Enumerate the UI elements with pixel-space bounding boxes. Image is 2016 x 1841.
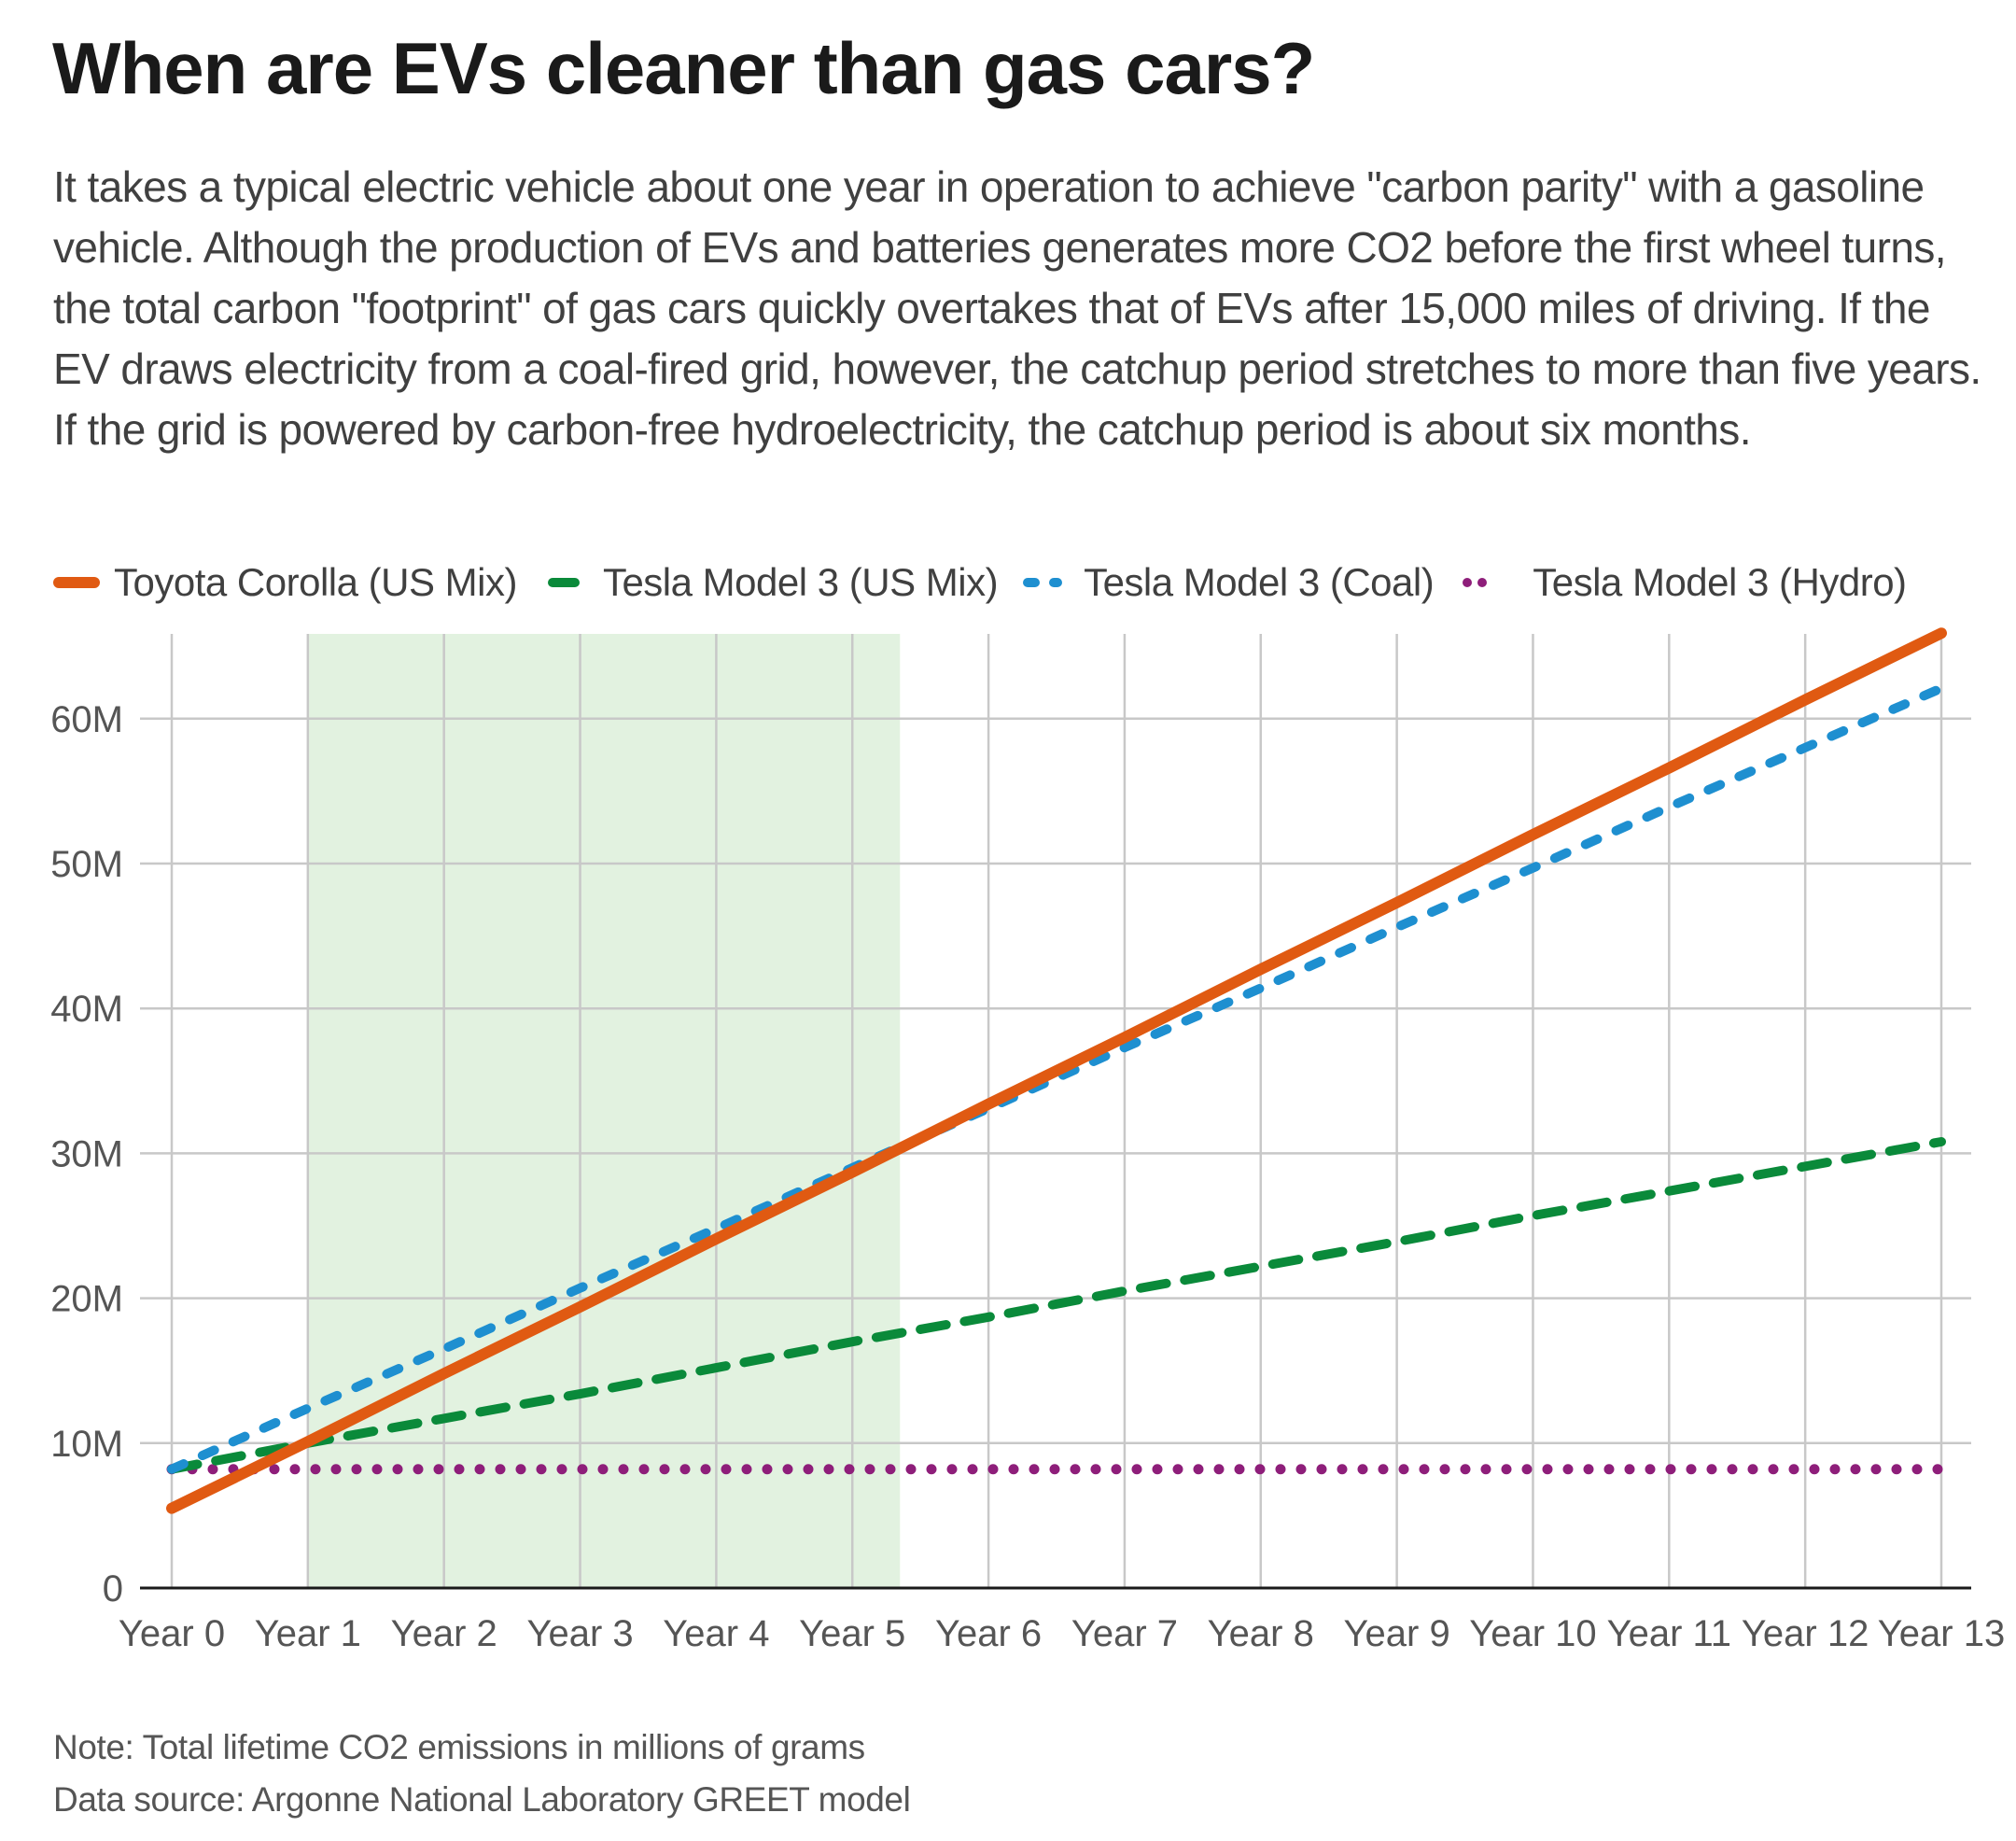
x-tick-label: Year 10 bbox=[1469, 1613, 1596, 1654]
series-line-tesla-model-3-coal bbox=[167, 683, 1946, 1474]
x-tick-label: Year 4 bbox=[663, 1613, 769, 1654]
legend: Toyota Corolla (US Mix) Tesla Model 3 (U… bbox=[52, 556, 1931, 609]
x-tick-label: Year 2 bbox=[391, 1613, 497, 1654]
x-tick-label: Year 1 bbox=[255, 1613, 361, 1654]
x-tick-label: Year 13 bbox=[1878, 1613, 2005, 1654]
y-tick-label: 10M bbox=[50, 1424, 123, 1465]
x-tick-label: Year 9 bbox=[1344, 1613, 1450, 1654]
series-line-toyota-corolla-us-mix bbox=[166, 627, 1947, 1514]
y-tick-label: 50M bbox=[50, 844, 123, 885]
shaded-region bbox=[307, 634, 901, 1588]
legend-item-tesla-hydro: Tesla Model 3 (Hydro) bbox=[1458, 560, 1907, 605]
legend-swatch-dashed-icon bbox=[547, 578, 580, 587]
chart-title: When are EVs cleaner than gas cars? bbox=[52, 27, 1315, 109]
legend-label: Tesla Model 3 (US Mix) bbox=[602, 560, 999, 604]
legend-swatch-solid-icon bbox=[53, 577, 100, 588]
legend-swatch-short-dashed-icon bbox=[1023, 578, 1063, 587]
series-line-tesla-model-3-us-mix bbox=[167, 1136, 1946, 1474]
legend-label: Tesla Model 3 (Hydro) bbox=[1533, 560, 1907, 604]
legend-label: Toyota Corolla (US Mix) bbox=[114, 560, 517, 604]
y-tick-label: 30M bbox=[50, 1133, 123, 1174]
x-tick-label: Year 8 bbox=[1208, 1613, 1314, 1654]
legend-label: Tesla Model 3 (Coal) bbox=[1084, 560, 1435, 604]
chart-notes: Note: Total lifetime CO2 emissions in mi… bbox=[53, 1722, 911, 1826]
note-text: Note: Total lifetime CO2 emissions in mi… bbox=[53, 1728, 865, 1766]
x-tick-label: Year 5 bbox=[799, 1613, 905, 1654]
x-tick-label: Year 0 bbox=[119, 1613, 225, 1654]
legend-item-tesla-coal: Tesla Model 3 (Coal) bbox=[1022, 560, 1435, 605]
legend-item-tesla-us-mix: Tesla Model 3 (US Mix) bbox=[541, 560, 999, 605]
y-tick-label: 40M bbox=[50, 989, 123, 1030]
legend-swatch-dotted-icon bbox=[1463, 578, 1488, 587]
y-tick-label: 0 bbox=[103, 1568, 123, 1609]
x-tick-label: Year 11 bbox=[1607, 1613, 1731, 1654]
x-tick-label: Year 3 bbox=[526, 1613, 633, 1654]
x-tick-label: Year 6 bbox=[935, 1613, 1042, 1654]
x-tick-label: Year 7 bbox=[1071, 1613, 1178, 1654]
source-text: Data source: Argonne National Laboratory… bbox=[53, 1780, 911, 1819]
x-tick-label: Year 12 bbox=[1742, 1613, 1869, 1654]
y-tick-label: 60M bbox=[50, 699, 123, 740]
legend-item-toyota-corolla: Toyota Corolla (US Mix) bbox=[52, 560, 517, 605]
y-tick-label: 20M bbox=[50, 1279, 123, 1320]
chart-subtitle: It takes a typical electric vehicle abou… bbox=[53, 162, 1981, 454]
